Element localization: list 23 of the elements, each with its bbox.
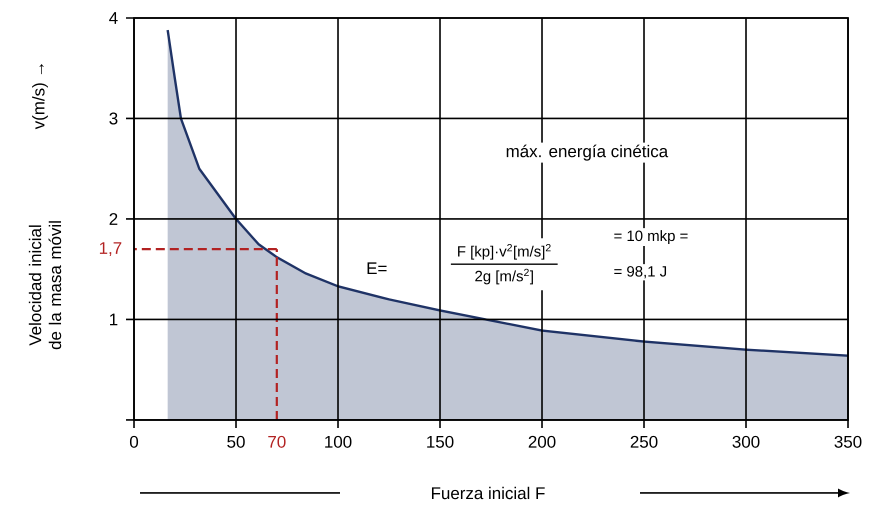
y-axis-title: Velocidad inicial de la masa móvil bbox=[28, 221, 62, 350]
ref-line-label: 1,7 bbox=[100, 242, 122, 256]
text: v(m/s) → bbox=[32, 64, 48, 130]
y-tick-label: 1 bbox=[110, 314, 118, 326]
x-tick-label: 100 bbox=[325, 436, 352, 448]
x-tick-label: 250 bbox=[630, 436, 658, 448]
y-tick-label: 4 bbox=[109, 12, 118, 24]
x-tick-label: 50 bbox=[227, 436, 245, 448]
annotation: máx. energía cinética bbox=[506, 144, 668, 161]
ref-line-label: 70 bbox=[268, 436, 286, 448]
annotation: = 98,1 J bbox=[614, 266, 666, 278]
x-axis-title: Fuerza inicial F bbox=[432, 486, 545, 500]
x-tick-label: 350 bbox=[834, 436, 862, 448]
x-tick-label: 300 bbox=[732, 436, 760, 448]
y-tick-label: 3 bbox=[109, 112, 118, 124]
annotation: F [kp]·v$^{2}$[m/s]$^{2}$ bbox=[458, 244, 551, 260]
annotation: 2g [m/s$^{2}$] bbox=[475, 268, 533, 284]
x-tick-label: 150 bbox=[427, 436, 454, 448]
annotation: E= bbox=[368, 262, 387, 274]
annotation: = 10 mkp = bbox=[614, 230, 688, 244]
x-tick-label: 200 bbox=[528, 436, 556, 448]
y-tick-label: 2 bbox=[110, 213, 118, 225]
x-tick-label: 0 bbox=[130, 436, 138, 448]
